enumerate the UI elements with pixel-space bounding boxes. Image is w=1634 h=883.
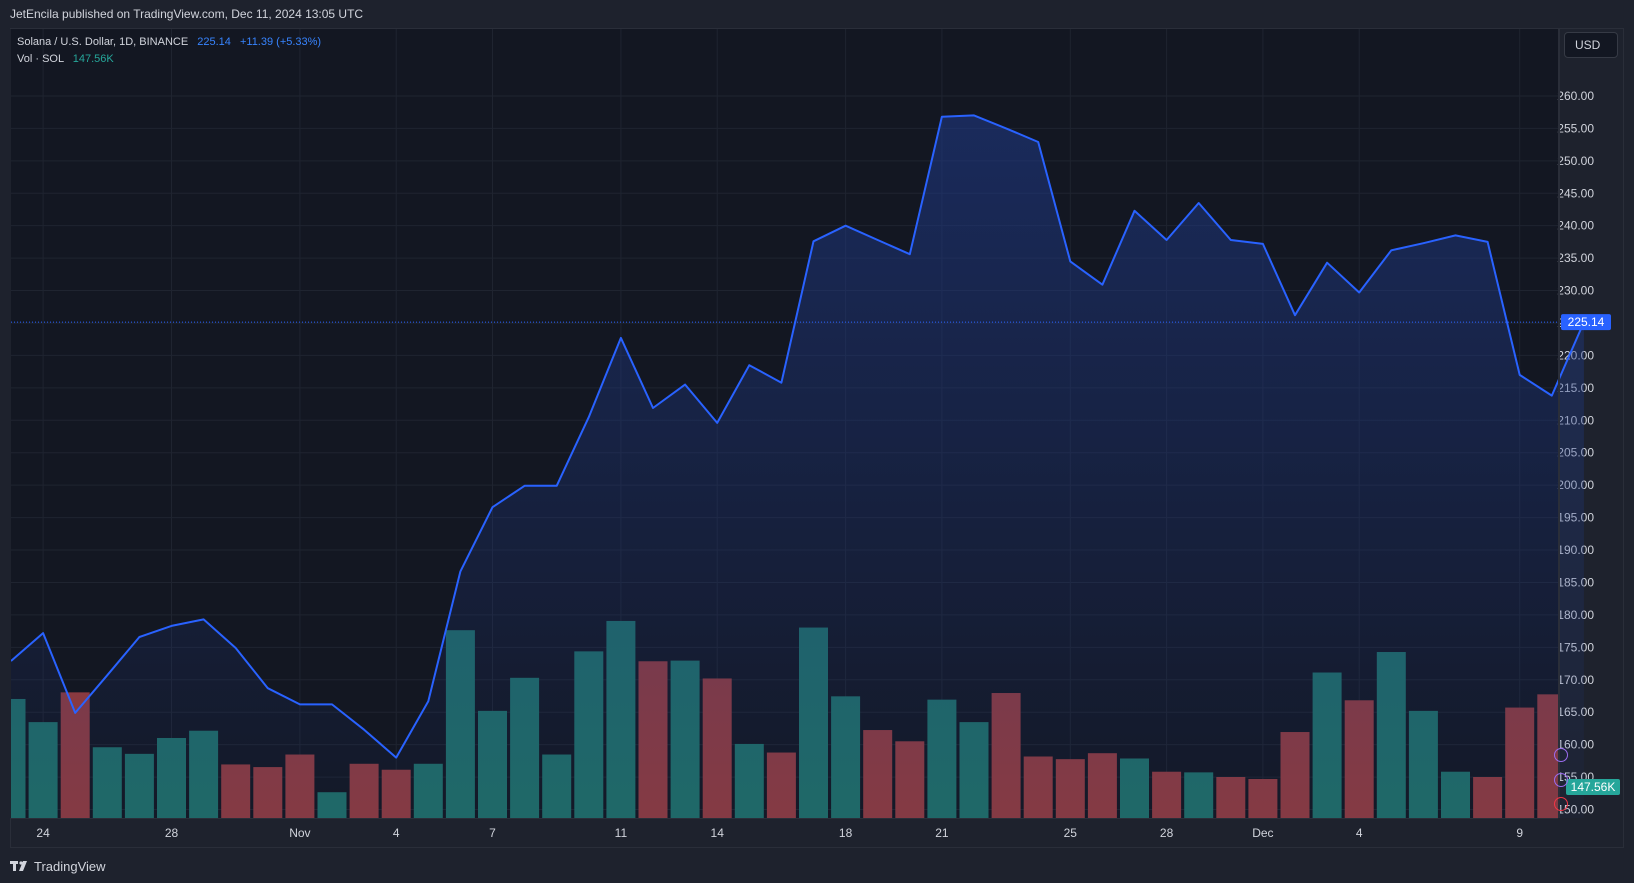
x-tick-label: Nov [289,826,310,840]
y-tick-label: 260.00 [1557,89,1594,103]
x-tick-label: 7 [489,826,496,840]
x-tick-label: Dec [1252,826,1273,840]
footer-brand-name: TradingView [34,858,106,874]
x-tick-label: 11 [615,826,628,840]
last-volume-tag [1566,779,1620,795]
price-scale-divider [1558,29,1560,818]
x-tick-label: 9 [1516,826,1523,840]
published-caption: JetEncila published on TradingView.com, … [10,7,364,21]
price-area-fill [11,115,1584,818]
time-scale-divider [11,818,1558,819]
scale-circle-icon[interactable] [1554,748,1568,762]
legend-symbol[interactable]: Solana / U.S. Dollar, 1D, BINANCE [17,36,189,48]
legend-volume-label[interactable]: Vol · SOL [17,53,64,65]
footer-brand: TradingView [10,856,106,876]
x-tick-label: 28 [165,826,179,840]
x-tick-label: 4 [1356,826,1363,840]
flag-icon[interactable] [1554,797,1568,811]
last-volume-tag-label: 147.56K [1571,780,1616,794]
y-tick-label: 245.00 [1557,186,1594,200]
y-tick-label: 240.00 [1557,219,1594,233]
legend-volume-row: Vol · SOL 147.56K [17,52,114,66]
top-bar: JetEncila published on TradingView.com, … [0,0,1634,28]
y-tick-label: 255.00 [1557,121,1594,135]
x-tick-label: 18 [839,826,853,840]
y-tick-label: 250.00 [1557,154,1594,168]
x-tick-label: 21 [935,826,949,840]
legend-volume-value: 147.56K [72,53,114,65]
tradingview-logo-icon [10,861,27,871]
last-price-tag [1561,314,1611,331]
y-tick-label: 230.00 [1557,284,1594,298]
x-tick-label: 25 [1064,826,1078,840]
x-tick-label: 4 [393,826,400,840]
x-tick-label: 14 [711,826,725,840]
x-tick-label: 28 [1160,826,1174,840]
plot-left-mask [0,29,11,818]
legend-change: +11.39 (+5.33%) [239,36,322,48]
last-price-tag-label: 225.14 [1568,315,1605,329]
legend-price: 225.14 [197,36,231,48]
legend-symbol-row: Solana / U.S. Dollar, 1D, BINANCE 225.14… [17,35,321,49]
currency-button[interactable]: USD [1564,32,1618,58]
x-tick-label: 24 [36,826,50,840]
price-line [10,114,1585,759]
y-tick-label: 235.00 [1557,251,1594,265]
scale-circle-icon[interactable] [1554,773,1568,787]
